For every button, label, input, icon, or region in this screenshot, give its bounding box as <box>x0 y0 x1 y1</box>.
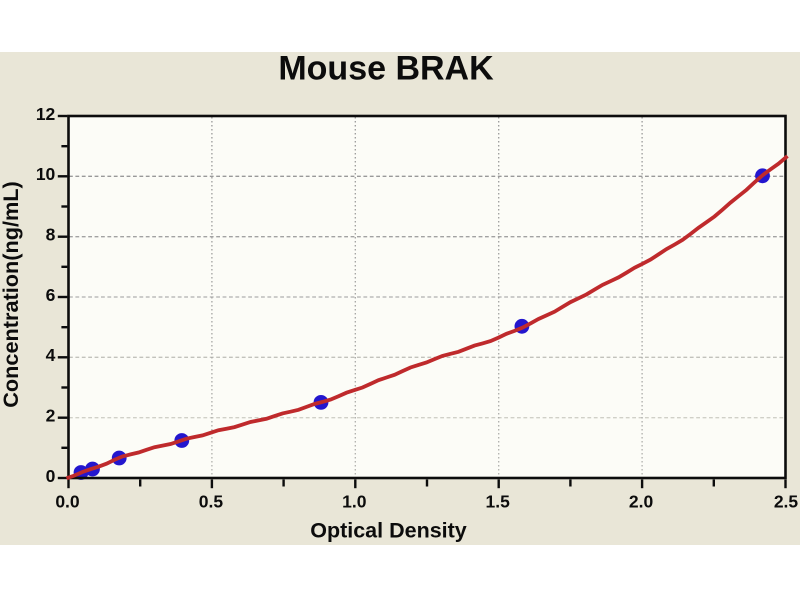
svg-text:0.0: 0.0 <box>55 491 80 511</box>
svg-text:1.0: 1.0 <box>342 491 367 511</box>
svg-text:2.0: 2.0 <box>629 491 654 511</box>
svg-text:Mouse BRAK: Mouse BRAK <box>278 50 494 88</box>
svg-text:4: 4 <box>46 345 56 365</box>
svg-text:6: 6 <box>46 285 56 305</box>
svg-text:2: 2 <box>46 406 56 426</box>
svg-text:0.5: 0.5 <box>199 491 224 511</box>
svg-text:12: 12 <box>36 104 56 124</box>
svg-text:1.5: 1.5 <box>486 491 511 511</box>
svg-text:0: 0 <box>46 466 56 486</box>
svg-text:Optical Density: Optical Density <box>310 519 467 543</box>
svg-text:2.5: 2.5 <box>774 491 799 511</box>
svg-text:10: 10 <box>36 164 56 184</box>
svg-text:8: 8 <box>46 225 56 245</box>
svg-text:Concentration(ng/mL): Concentration(ng/mL) <box>0 181 23 408</box>
